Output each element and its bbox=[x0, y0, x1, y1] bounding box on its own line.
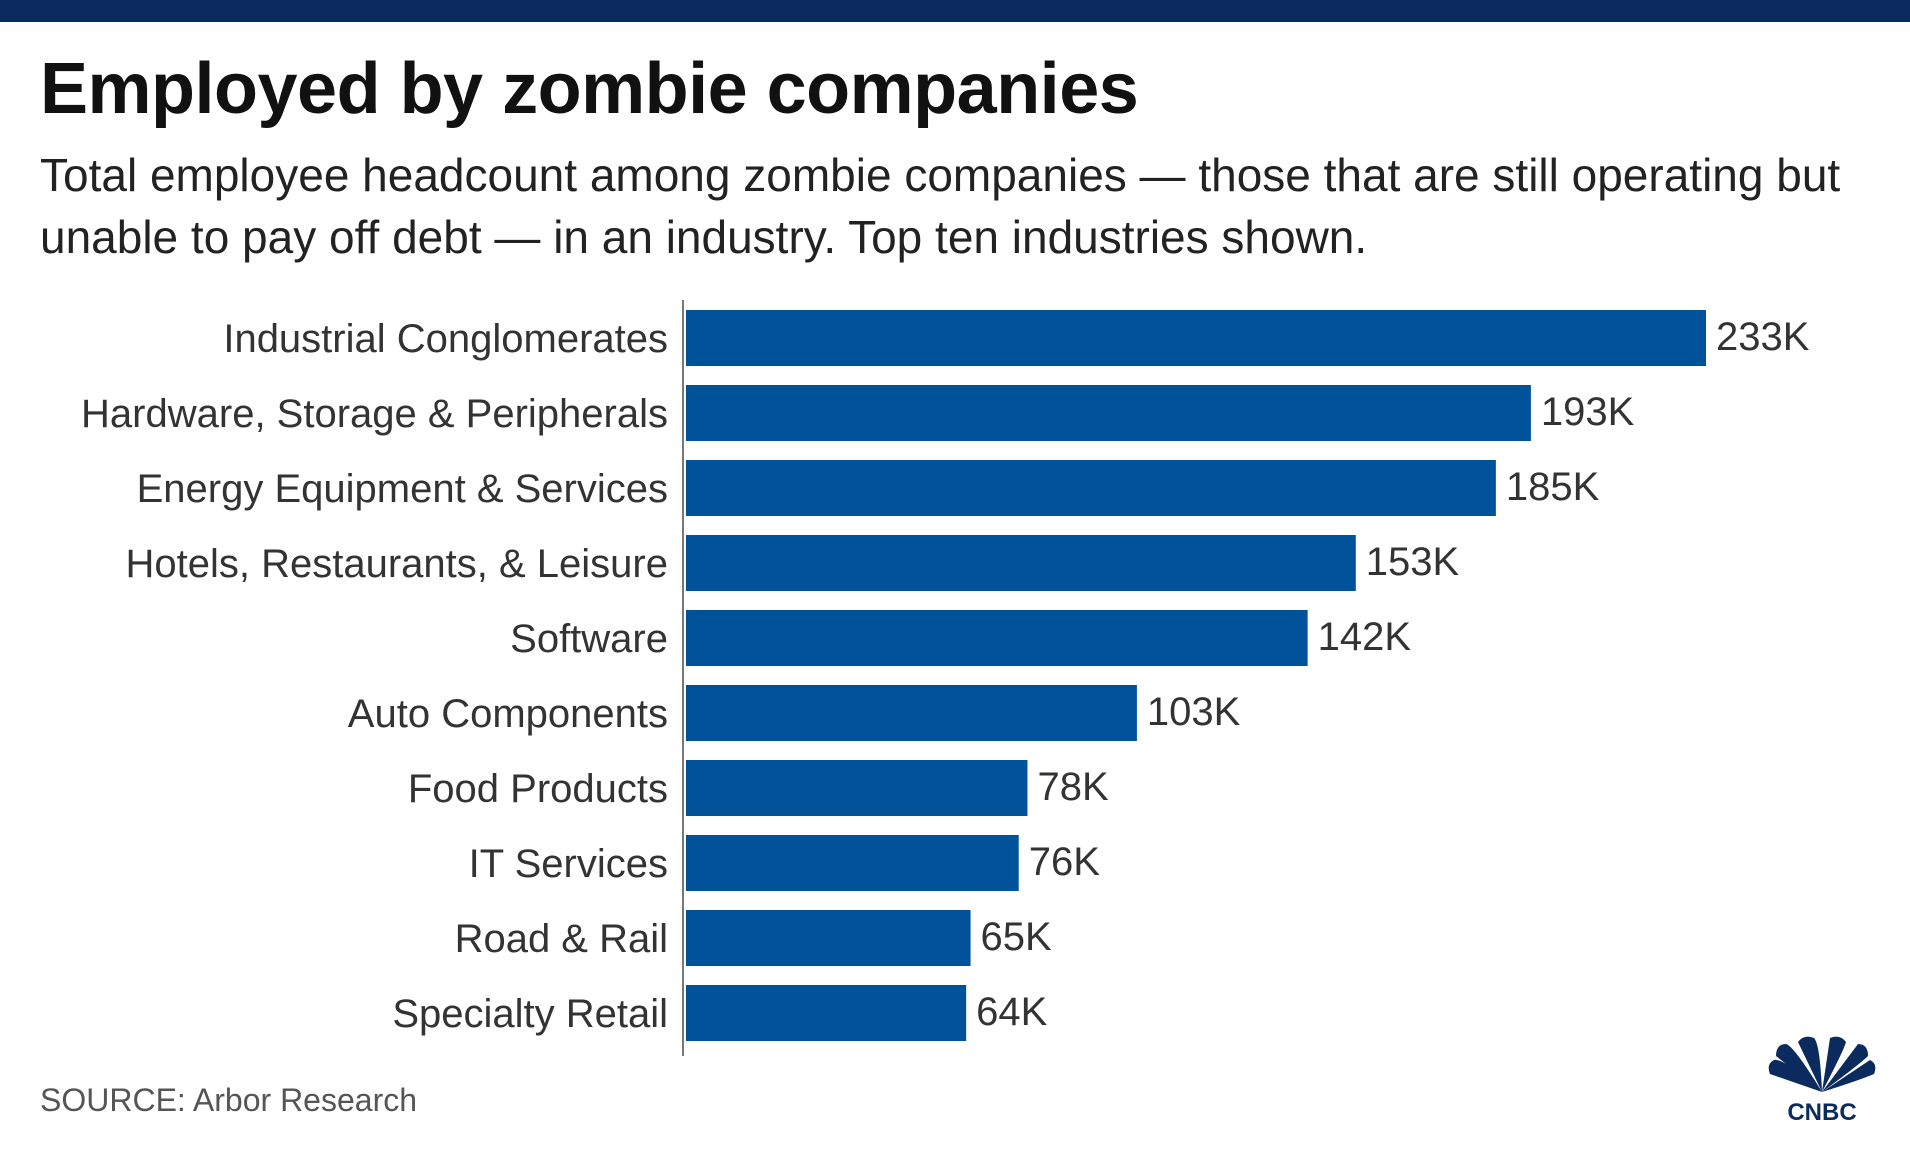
value-label: 142K bbox=[1318, 615, 1412, 659]
bar bbox=[686, 835, 1019, 891]
cnbc-peacock-logo-icon: CNBC bbox=[1768, 1036, 1876, 1124]
value-label: 76K bbox=[1029, 840, 1100, 884]
bar bbox=[686, 910, 971, 966]
chart-title: Employed by zombie companies bbox=[40, 49, 1139, 129]
value-label: 153K bbox=[1366, 540, 1460, 584]
category-label: Food Products bbox=[408, 767, 668, 811]
value-label: 103K bbox=[1147, 690, 1241, 734]
category-label: Hotels, Restaurants, & Leisure bbox=[126, 542, 668, 586]
value-label: 193K bbox=[1541, 390, 1635, 434]
bar bbox=[686, 685, 1137, 741]
category-label: Industrial Conglomerates bbox=[223, 317, 668, 361]
bar bbox=[686, 310, 1706, 366]
bar bbox=[686, 985, 967, 1041]
bar bbox=[686, 535, 1356, 591]
category-label: Energy Equipment & Services bbox=[137, 467, 668, 511]
value-label: 185K bbox=[1506, 465, 1600, 509]
bar-chart: Industrial Conglomerates 233K Hardware, St… bbox=[81, 300, 1810, 1056]
category-label: Software bbox=[510, 617, 668, 661]
value-label: 233K bbox=[1716, 315, 1810, 359]
category-label: Road & Rail bbox=[455, 917, 668, 961]
logo-wordmark: CNBC bbox=[1787, 1099, 1856, 1124]
value-label: 64K bbox=[976, 990, 1047, 1034]
bar bbox=[686, 460, 1496, 516]
source-note: SOURCE: Arbor Research bbox=[40, 1082, 418, 1118]
bar bbox=[686, 610, 1308, 666]
category-label: Hardware, Storage & Peripherals bbox=[81, 392, 668, 436]
category-label: Specialty Retail bbox=[392, 992, 668, 1036]
bar bbox=[686, 385, 1531, 441]
chart-subtitle: Total employee headcount among zombie co… bbox=[40, 149, 1841, 263]
bar bbox=[686, 760, 1028, 816]
value-label: 65K bbox=[981, 915, 1052, 959]
category-label: IT Services bbox=[469, 842, 668, 886]
value-label: 78K bbox=[1037, 765, 1108, 809]
category-label: Auto Components bbox=[348, 692, 668, 736]
top-banner bbox=[0, 0, 1910, 22]
